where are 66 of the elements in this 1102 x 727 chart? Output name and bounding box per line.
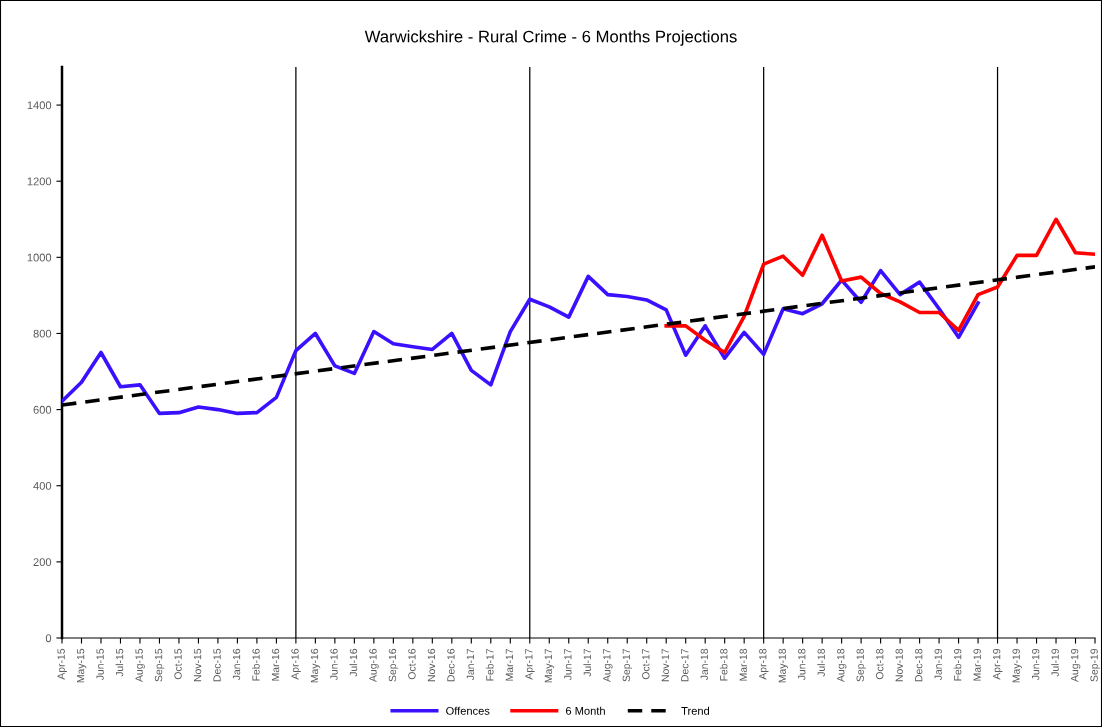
x-tick-label: Apr-17 (525, 648, 535, 680)
y-tick-label: 200 (33, 558, 52, 566)
x-tick-label: Nov-15 (193, 648, 202, 682)
x-tick-label: Aug-16 (369, 648, 379, 682)
x-tick-label: Apr-16 (291, 648, 301, 680)
chart-title: Warwickshire - Rural Crime - 6 Months Projections (364, 30, 737, 46)
x-tick-label: Nov-16 (427, 648, 436, 682)
x-tick-label: Sep-17 (622, 648, 633, 682)
legend-label: 6 Month (565, 706, 605, 715)
x-tick-label: Apr-15 (57, 648, 67, 680)
y-tick-label: 400 (33, 482, 52, 490)
x-tick-label: Jul-19 (1051, 648, 1059, 677)
x-tick-label: Sep-18 (856, 648, 866, 682)
x-tick-label: Nov-18 (895, 648, 903, 682)
legend-label: Offences (446, 706, 490, 715)
x-tick-label: Oct-17 (642, 648, 650, 680)
y-tick-label: 1400 (27, 101, 52, 110)
x-tick-label: Dec-15 (213, 648, 221, 682)
x-tick-label: May-17 (544, 648, 555, 683)
x-tick-label: Jan-17 (466, 648, 475, 681)
x-tick-label: Mar-18 (739, 648, 747, 681)
y-tick-label: 0 (45, 634, 52, 643)
x-tick-label: Apr-19 (992, 648, 1003, 680)
x-tick-label: Dec-16 (447, 648, 455, 682)
x-tick-label: Oct-15 (174, 648, 182, 680)
x-tick-label: May-15 (77, 648, 87, 683)
x-tick-label: Mar-16 (271, 648, 280, 681)
x-tick-label: May-16 (310, 648, 321, 683)
x-tick-label: Sep-16 (388, 648, 399, 682)
x-tick-label: Sep-19 (1090, 648, 1100, 682)
x-tick-label: Jan-19 (934, 648, 942, 681)
x-tick-label: Jul-15 (115, 648, 124, 677)
x-tick-label: Sep-15 (154, 648, 165, 682)
x-tick-label: Dec-17 (681, 648, 689, 682)
x-tick-label: Jan-16 (232, 648, 241, 681)
x-tick-label: Jan-18 (700, 648, 708, 681)
x-tick-label: Jun-15 (96, 648, 104, 681)
x-tick-label: Jun-18 (798, 648, 806, 681)
x-tick-label: Feb-17 (485, 648, 494, 681)
x-tick-label: Jul-16 (349, 648, 358, 677)
x-tick-label: Aug-19 (1070, 648, 1081, 682)
x-tick-label: Oct-16 (408, 648, 416, 680)
x-tick-label: Mar-17 (505, 648, 514, 681)
x-tick-label: Apr-18 (759, 648, 769, 680)
x-tick-label: May-18 (778, 648, 789, 683)
x-tick-label: Nov-17 (661, 648, 669, 682)
x-tick-label: Jul-17 (583, 648, 592, 677)
x-tick-label: Feb-16 (252, 648, 260, 681)
x-tick-label: Aug-17 (603, 648, 613, 682)
x-tick-label: Aug-15 (135, 648, 145, 682)
x-tick-label: Oct-18 (876, 648, 884, 680)
x-tick-label: Dec-18 (915, 648, 923, 682)
x-tick-label: Aug-18 (837, 648, 847, 682)
x-tick-label: Jun-19 (1031, 648, 1040, 681)
x-tick-label: Feb-19 (953, 648, 962, 681)
x-tick-label: Feb-18 (719, 648, 728, 681)
legend-label: Trend (681, 706, 710, 715)
x-tick-label: May-19 (1012, 648, 1022, 683)
y-tick-label: 1000 (27, 253, 52, 262)
x-tick-label: Jul-18 (817, 648, 825, 677)
y-tick-label: 600 (33, 405, 52, 414)
x-tick-label: Mar-19 (973, 648, 981, 681)
y-tick-label: 1200 (27, 177, 52, 186)
y-tick-label: 800 (33, 329, 52, 338)
x-tick-label: Jun-17 (564, 648, 572, 681)
x-tick-label: Jun-16 (330, 648, 338, 681)
